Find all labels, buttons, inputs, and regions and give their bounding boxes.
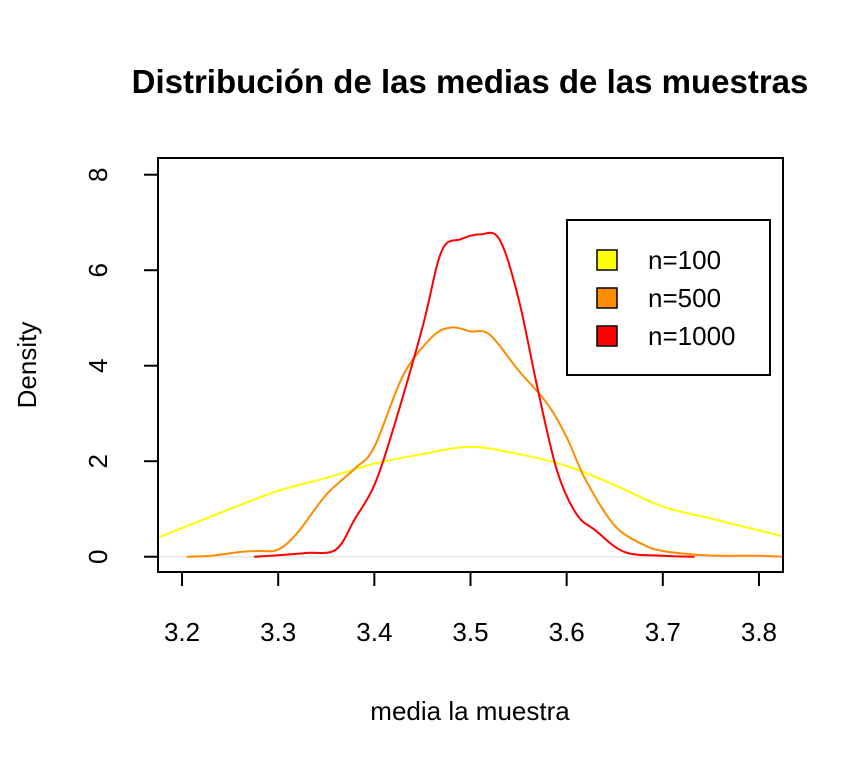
- density-line-n-500: [186, 326, 784, 558]
- density-line-n-1000: [254, 231, 695, 558]
- x-axis-label: media la muestra: [370, 696, 570, 726]
- x-tick-label: 3.5: [452, 617, 488, 647]
- density-line-n-100: [157, 445, 784, 539]
- legend-swatch: [596, 249, 618, 271]
- x-axis: 3.2 3.3 3.4 3.5 3.6 3.7 3.8: [164, 571, 777, 647]
- x-tick-label: 3.3: [260, 617, 296, 647]
- y-tick-label: 4: [83, 358, 113, 372]
- y-tick-label: 2: [83, 454, 113, 468]
- y-tick-label: 6: [83, 263, 113, 277]
- y-tick-label: 8: [83, 167, 113, 181]
- x-tick-label: 3.7: [645, 617, 681, 647]
- legend-swatch: [596, 325, 618, 347]
- x-tick-label: 3.4: [356, 617, 392, 647]
- plot-layer: [157, 231, 784, 558]
- legend-swatch: [596, 287, 618, 309]
- legend-label: n=1000: [648, 321, 735, 351]
- chart-title: Distribución de las medias de las muestr…: [132, 63, 809, 100]
- y-tick-label: 0: [83, 549, 113, 563]
- y-axis-label: Density: [12, 322, 42, 409]
- legend-label: n=500: [648, 283, 721, 313]
- x-tick-label: 3.8: [741, 617, 777, 647]
- legend: n=100 n=500 n=1000: [566, 219, 771, 376]
- legend-label: n=100: [648, 245, 721, 275]
- x-tick-label: 3.6: [549, 617, 585, 647]
- y-axis: 0 2 4 6 8: [83, 167, 159, 564]
- x-tick-label: 3.2: [164, 617, 200, 647]
